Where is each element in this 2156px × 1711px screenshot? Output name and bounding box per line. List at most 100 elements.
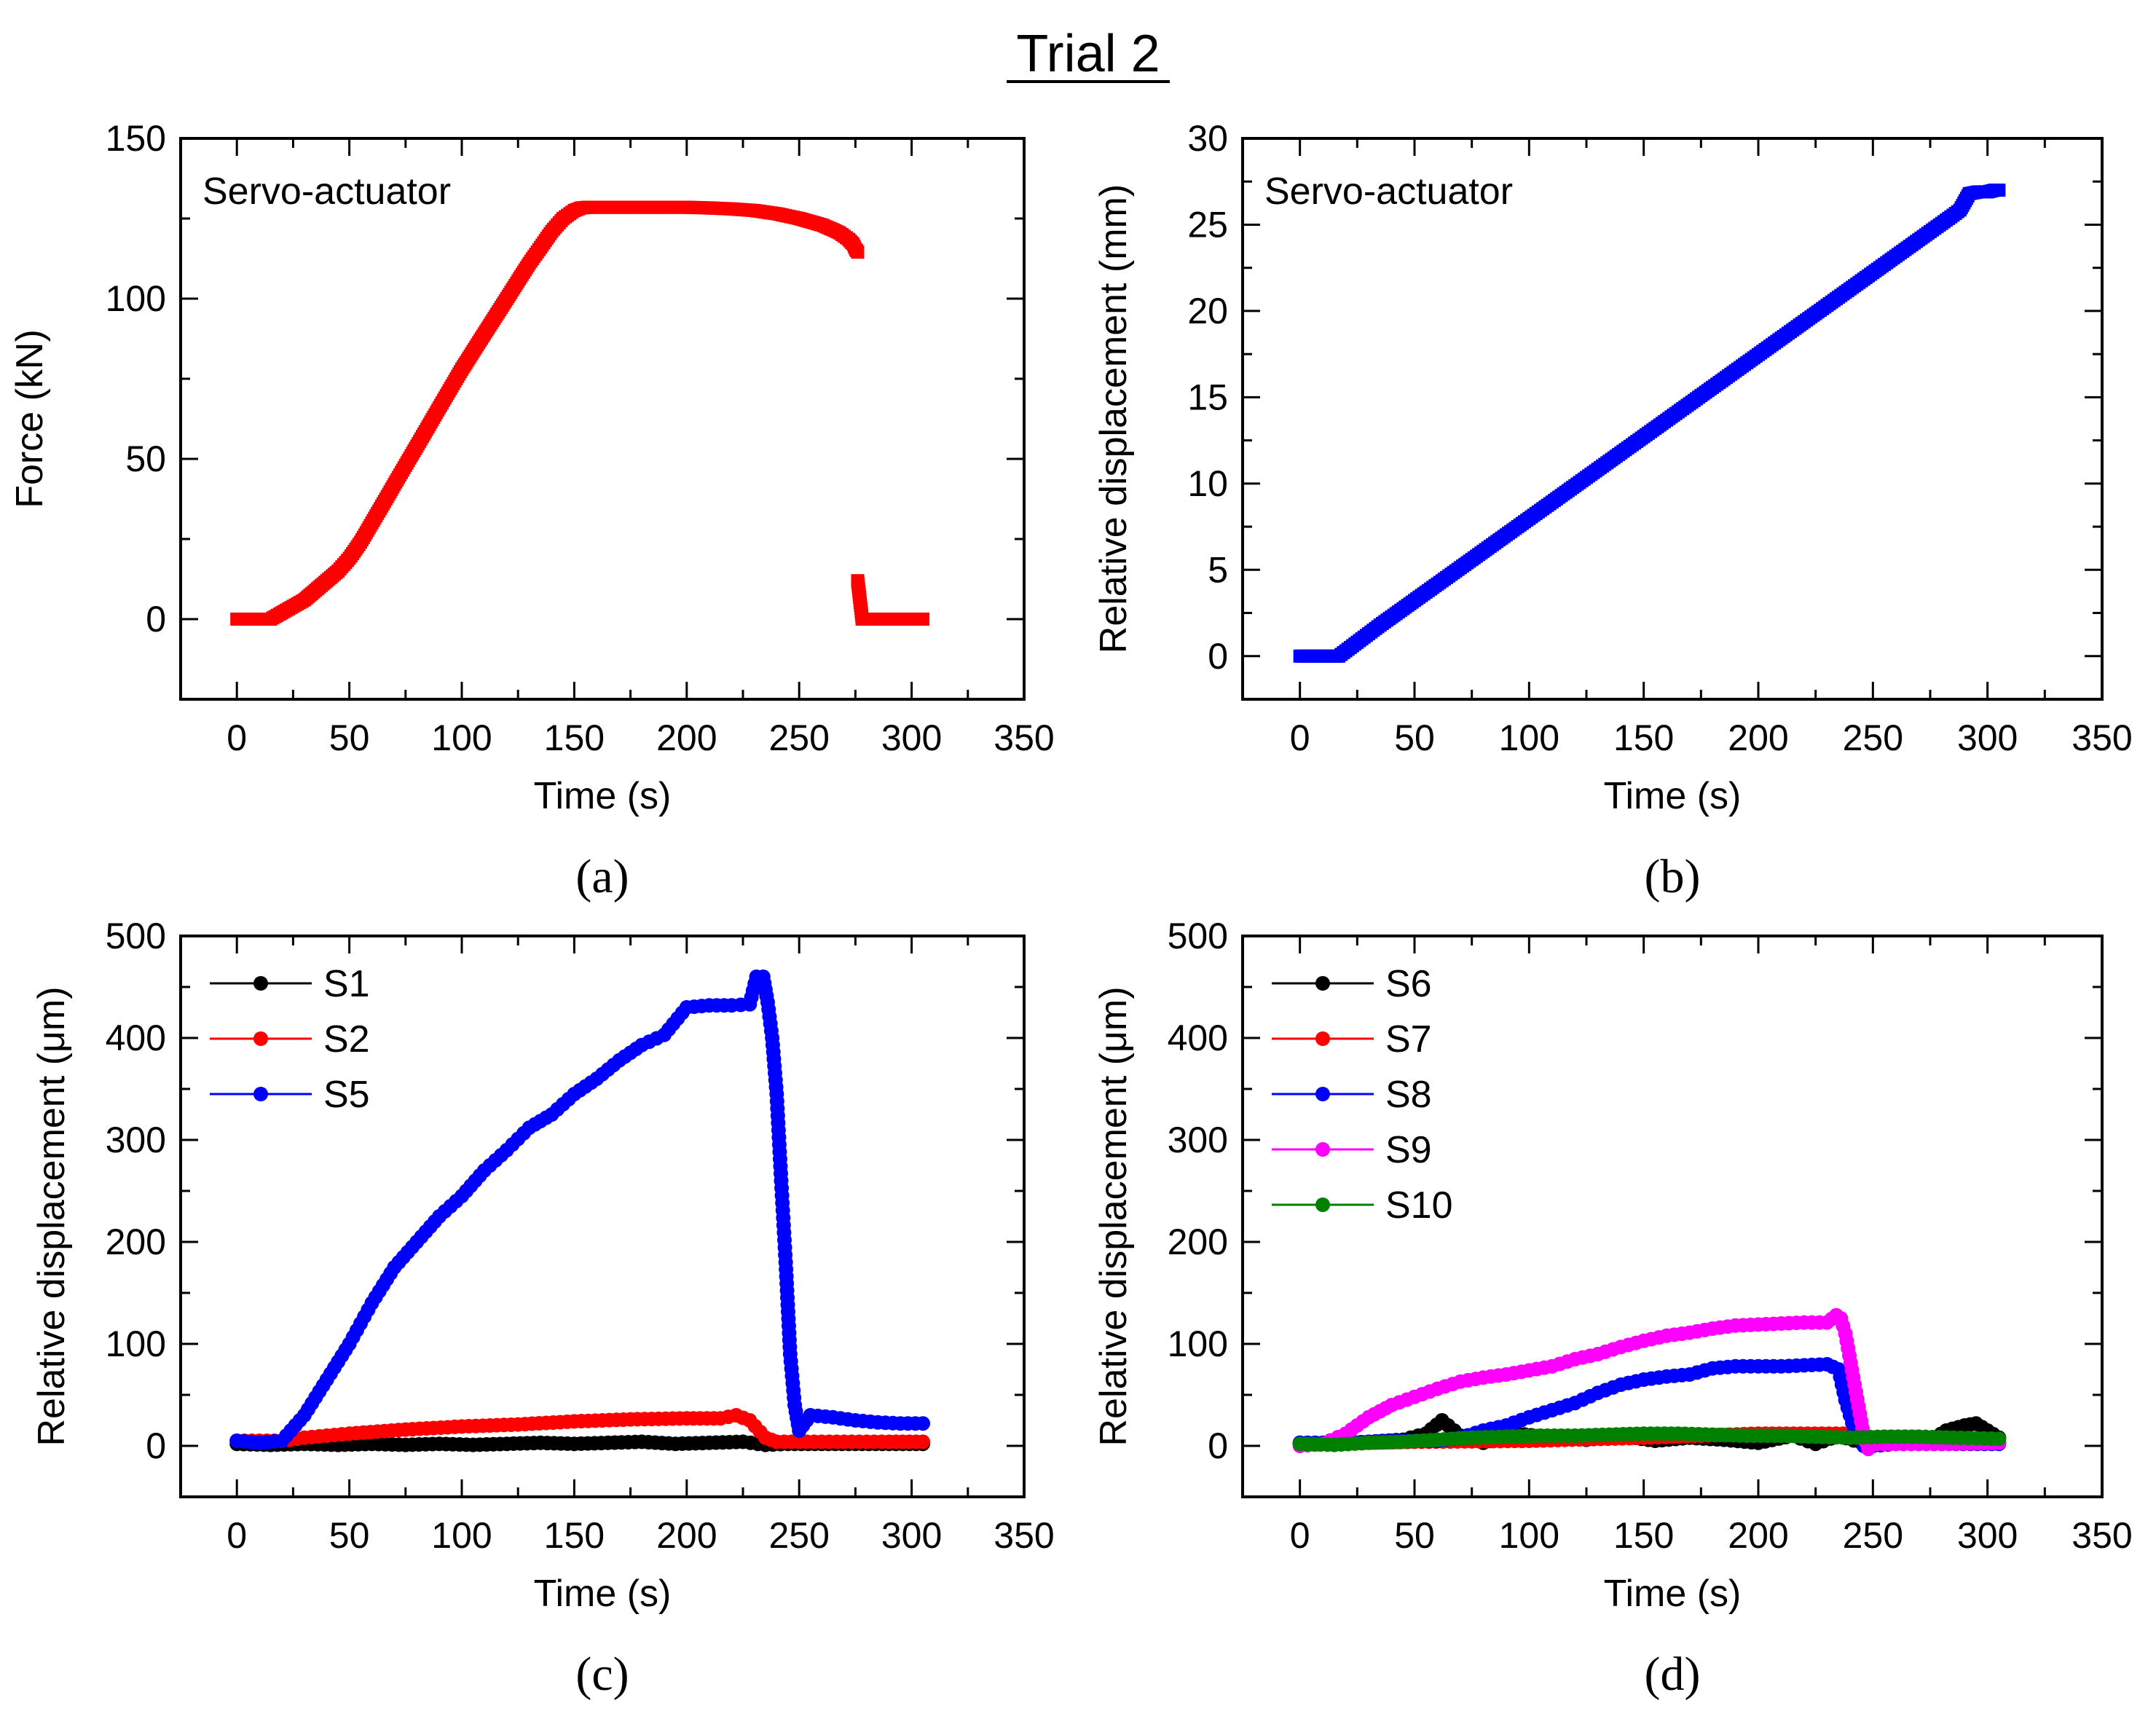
x-tick-label: 300 [1957,1515,2018,1556]
legend: S6 S7 S8 S9 S10 [1272,963,1453,1227]
y-tick-label: 400 [106,1018,166,1058]
plot-frame [179,935,1026,1498]
y-tick-label: 30 [1187,118,1228,159]
y-axis-label: Relative displacement (μm) [31,986,73,1446]
x-tick-label: 150 [1613,1515,1674,1556]
y-tick-label: 0 [146,1425,166,1466]
x-tick-label: 0 [1290,1515,1310,1556]
y-tick-label: 25 [1187,204,1228,245]
panel-label: (b) [1645,850,1701,903]
data-point [916,1416,931,1431]
plot-frame [1241,935,2104,1498]
panel-label: (c) [575,1648,629,1701]
data-point [851,245,865,259]
legend-label: S5 [323,1074,370,1116]
y-tick-label: 50 [125,438,166,479]
x-tick-label: 250 [1843,717,1903,758]
legend-label: S10 [1385,1184,1453,1227]
y-tick-label: 200 [1168,1222,1228,1262]
series-displacement [1293,184,2006,663]
legend-marker [253,1087,268,1101]
x-tick-label: 350 [2072,1515,2132,1556]
x-tick-label: 150 [1613,717,1674,758]
y-tick-label: 400 [1168,1018,1228,1058]
plot-frame [1241,137,2104,701]
y-tick-label: 5 [1208,549,1228,590]
legend-marker [1315,1142,1330,1157]
legend-marker [1315,976,1330,991]
y-tick-label: 15 [1187,377,1228,417]
legend-marker [1315,1031,1330,1046]
x-tick-label: 200 [1728,717,1788,758]
x-tick-label: 50 [329,717,370,758]
x-tick-label: 300 [881,717,942,758]
legend-marker [253,1031,268,1046]
annotation-text: Servo-actuator [202,170,451,213]
x-tick-label: 300 [881,1515,942,1556]
x-tick-label: 0 [227,1515,247,1556]
series-force [230,200,930,626]
panel-a: 0 50 100 150 200 250 300 350 0 50 100 150 Time (s) Fo… [9,118,1055,903]
panel-b: 0 50 100 150 200 250 300 350 0 5 10 15 20 25 30 Time (s… [1093,118,2133,903]
data-point [916,613,930,626]
y-tick-label: 0 [146,599,166,640]
x-tick-label: 200 [656,717,717,758]
data-point [1991,1431,2007,1447]
y-tick-label: 100 [106,278,166,319]
panel-label: (a) [575,850,629,903]
data-point [916,1434,931,1450]
x-tick-label: 150 [544,1515,605,1556]
legend-label: S1 [323,963,370,1005]
x-tick-label: 0 [1290,717,1310,758]
x-tick-label: 200 [1728,1515,1788,1556]
x-tick-label: 50 [329,1515,370,1556]
x-tick-label: 100 [431,717,492,758]
plot-frame [179,137,1026,701]
y-axis-label: Relative displacement (mm) [1093,184,1135,653]
y-tick-label: 300 [106,1120,166,1160]
y-tick-label: 500 [1168,916,1228,956]
panel-d: 0 50 100 150 200 250 300 350 0 100 200 300 400 500 Tim… [1093,916,2133,1701]
legend-marker [1315,1197,1330,1212]
x-axis-label: Time (s) [1604,775,1742,817]
annotation-text: Servo-actuator [1264,170,1513,213]
x-tick-label: 350 [2072,717,2132,758]
x-tick-label: 250 [1843,1515,1903,1556]
series-s10 [1292,1426,2007,1452]
x-tick-label: 50 [1394,717,1435,758]
legend-label: S2 [323,1018,370,1061]
x-tick-label: 150 [544,717,605,758]
y-tick-label: 100 [1168,1323,1228,1364]
x-axis-label: Time (s) [1604,1573,1742,1615]
panel-label: (d) [1645,1648,1701,1701]
panel-c: 0 50 100 150 200 250 300 350 0 100 200 300 400 500 Tim… [31,916,1055,1701]
x-tick-label: 50 [1394,1515,1435,1556]
x-tick-label: 300 [1957,717,2018,758]
y-tick-label: 10 [1187,463,1228,504]
data-point [1992,184,2006,197]
y-tick-label: 500 [106,916,166,956]
x-tick-label: 250 [768,1515,829,1556]
x-tick-label: 250 [768,717,829,758]
y-tick-label: 200 [106,1222,166,1262]
figure-title: Trial 2 [1016,25,1160,83]
x-tick-label: 100 [1499,717,1559,758]
y-tick-label: 300 [1168,1120,1228,1160]
y-tick-label: 20 [1187,291,1228,331]
x-axis-label: Time (s) [534,775,672,817]
series-s5 [229,969,931,1450]
legend-label: S9 [1385,1129,1432,1171]
x-tick-label: 200 [656,1515,717,1556]
legend-label: S6 [1385,963,1432,1005]
y-tick-label: 0 [1208,1425,1228,1466]
y-tick-label: 100 [106,1323,166,1364]
legend-label: S8 [1385,1074,1432,1116]
legend: S1 S2 S5 [210,963,370,1116]
y-axis-label: Relative displacement (μm) [1093,986,1135,1446]
x-tick-label: 350 [994,1515,1054,1556]
x-axis-label: Time (s) [534,1573,672,1615]
y-tick-label: 150 [106,118,166,159]
legend-marker [253,976,268,991]
